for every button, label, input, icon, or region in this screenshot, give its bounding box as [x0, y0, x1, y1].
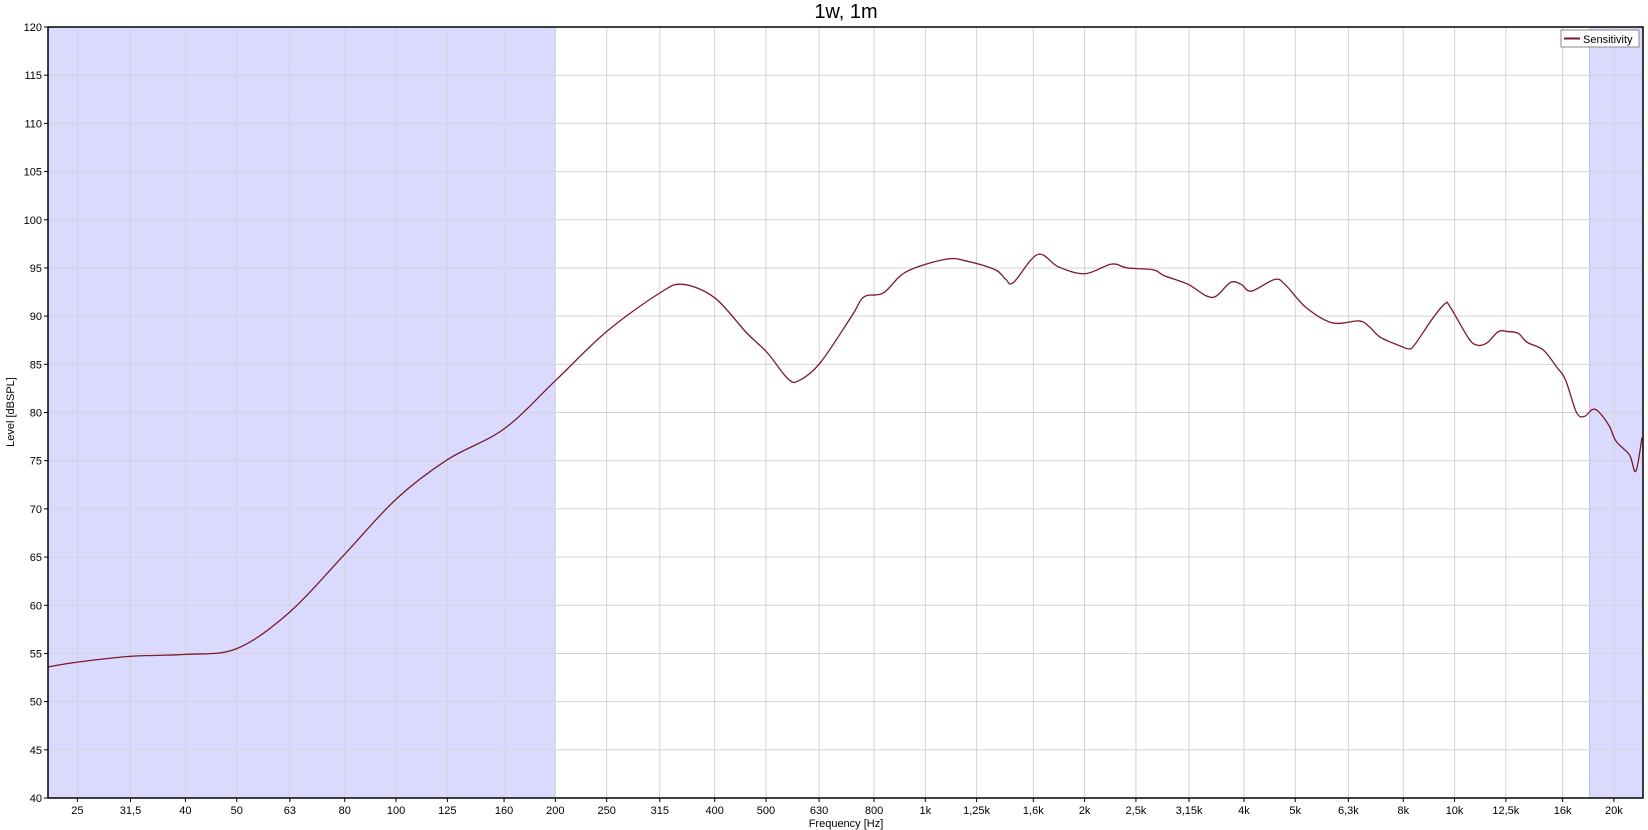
x-tick-label: 250: [597, 805, 615, 817]
x-tick-label: 8k: [1397, 805, 1409, 817]
y-tick-label: 70: [30, 504, 42, 516]
x-tick-label: 1,25k: [963, 805, 990, 817]
y-tick-label: 105: [24, 167, 42, 179]
x-tick-label: 125: [438, 805, 456, 817]
x-tick-label: 40: [179, 805, 191, 817]
x-tick-label: 630: [810, 805, 828, 817]
plot-frame: [47, 26, 1644, 799]
y-tick-label: 95: [30, 263, 42, 275]
chart-title: 1w, 1m: [814, 1, 877, 23]
legend: Sensitivity: [1560, 29, 1640, 48]
y-tick-label: 55: [30, 648, 42, 660]
y-tick-label: 60: [30, 600, 42, 612]
x-tick-label: 5k: [1289, 805, 1301, 817]
x-tick-label: 31,5: [120, 805, 141, 817]
x-tick-label: 100: [387, 805, 405, 817]
series-line-sensitivity: [47, 253, 1643, 668]
x-tick-label: 400: [706, 805, 724, 817]
x-tick-label: 200: [546, 805, 564, 817]
y-tick-label: 50: [30, 697, 42, 709]
y-tick-label: 110: [24, 118, 42, 130]
x-tick-label: 80: [339, 805, 351, 817]
x-tick-label: 10k: [1446, 805, 1464, 817]
y-tick-label: 100: [24, 215, 42, 227]
y-axis-label: Level [dBSPL]: [5, 377, 17, 447]
x-tick-label: 63: [284, 805, 296, 817]
legend-box: [1560, 29, 1640, 48]
x-tick-label: 1,6k: [1023, 805, 1044, 817]
y-tick-label: 45: [30, 745, 42, 757]
x-tick-label: 160: [495, 805, 513, 817]
y-tick-label: 85: [30, 359, 42, 371]
x-axis-label: Frequency [Hz]: [809, 818, 884, 830]
x-tick-label: 500: [757, 805, 775, 817]
y-tick-label: 65: [30, 552, 42, 564]
x-tick-label: 25: [71, 805, 83, 817]
x-tick-label: 20k: [1605, 805, 1623, 817]
y-tick-label: 75: [30, 456, 42, 468]
x-tick-label: 50: [231, 805, 243, 817]
x-tick-label: 800: [865, 805, 883, 817]
y-tick-label: 115: [24, 70, 42, 82]
y-tick-label: 40: [30, 793, 42, 805]
y-tick-label: 120: [24, 22, 42, 34]
x-tick-label: 16k: [1554, 805, 1572, 817]
x-tick-label: 2k: [1079, 805, 1091, 817]
x-tick-label: 1k: [919, 805, 931, 817]
x-tick-label: 6,3k: [1338, 805, 1359, 817]
x-tick-label: 3,15k: [1176, 805, 1203, 817]
x-tick-label: 4k: [1238, 805, 1250, 817]
x-tick-label: 12,5k: [1492, 805, 1519, 817]
y-tick-label: 80: [30, 408, 42, 420]
x-tick-label: 315: [651, 805, 669, 817]
legend-label-sensitivity: Sensitivity: [1583, 34, 1633, 46]
x-tick-label: 2,5k: [1126, 805, 1147, 817]
y-tick-label: 90: [30, 311, 42, 323]
